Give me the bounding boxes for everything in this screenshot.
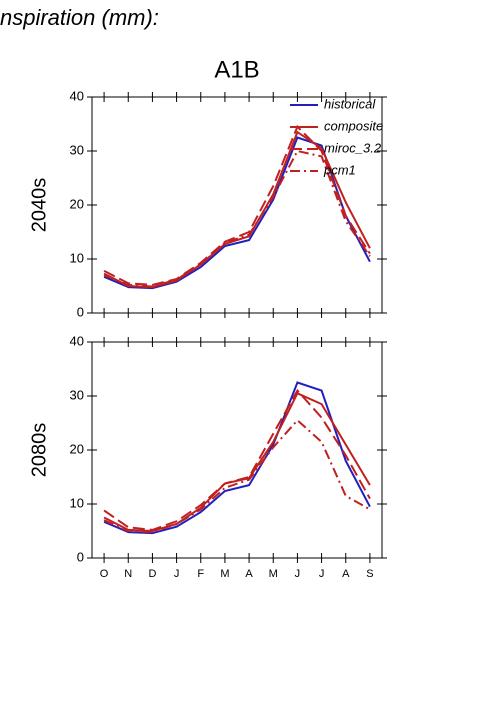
x-tick-label: J <box>174 568 180 580</box>
y-tick-label: 20 <box>70 196 84 211</box>
y-tick-label: 10 <box>70 495 84 510</box>
y-tick-label: 0 <box>77 549 84 564</box>
plot-frame <box>91 341 383 559</box>
y-tick-label: 40 <box>70 333 84 348</box>
legend-label: historical <box>324 96 376 111</box>
x-tick-label: M <box>220 568 229 580</box>
x-tick-label: S <box>366 568 373 580</box>
page-title: nspiration (mm): <box>0 5 159 30</box>
x-tick-label: M <box>269 568 278 580</box>
legend-label: miroc_3.2 <box>324 140 382 155</box>
x-tick-label: O <box>100 568 109 580</box>
y-axis-label: 2040s <box>28 178 50 233</box>
y-tick-label: 40 <box>70 88 84 103</box>
x-tick-label: A <box>342 568 350 580</box>
x-tick-label: J <box>295 568 301 580</box>
panel: 2080s 0 10 20 30 40 O N D J F M A M J J A S <box>28 333 387 580</box>
y-tick-label: 30 <box>70 142 84 157</box>
x-tick-label: F <box>197 568 204 580</box>
plot-frame <box>91 96 383 314</box>
legend-label: pcm1 <box>323 162 356 177</box>
series-line <box>103 418 371 534</box>
x-tick-label: J <box>319 568 325 580</box>
panel: A1B 2040s 0 10 20 30 40 historical composite miro… <box>28 56 387 319</box>
y-tick-label: 0 <box>77 304 84 319</box>
series-line <box>103 124 371 286</box>
legend-label: composite <box>324 118 383 133</box>
series-line <box>103 136 371 290</box>
x-tick-label: D <box>148 568 156 580</box>
y-axis-label: 2080s <box>28 423 50 478</box>
x-tick-label: N <box>124 568 132 580</box>
x-tick-label: A <box>245 568 253 580</box>
panel-title: A1B <box>214 56 259 83</box>
y-tick-label: 20 <box>70 441 84 456</box>
y-tick-label: 10 <box>70 250 84 265</box>
series-line <box>103 388 371 531</box>
y-tick-label: 30 <box>70 387 84 402</box>
series-line <box>103 381 371 535</box>
series-line <box>103 149 371 288</box>
